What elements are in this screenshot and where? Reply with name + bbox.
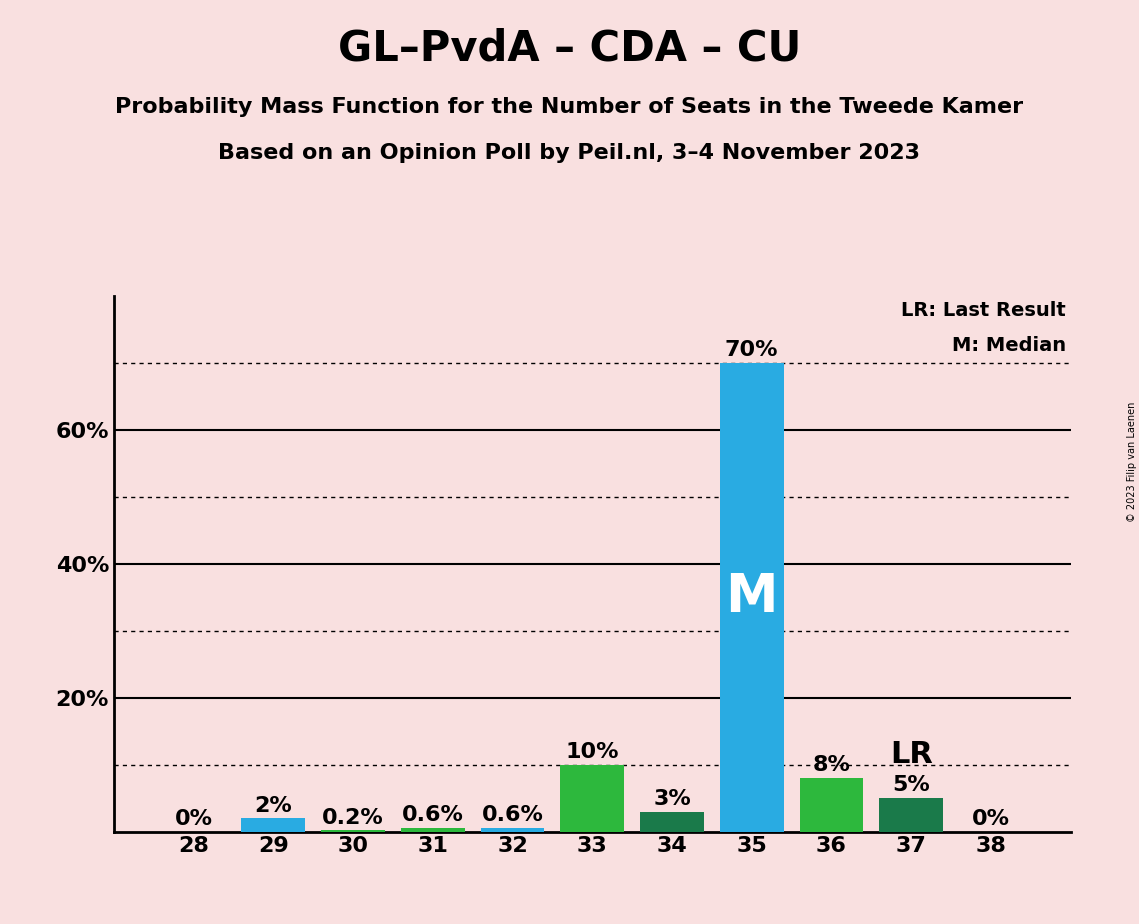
Text: 2%: 2% xyxy=(254,796,293,816)
Bar xyxy=(401,828,465,832)
Bar xyxy=(321,831,385,832)
Bar xyxy=(241,819,305,832)
Bar xyxy=(640,811,704,832)
Text: LR: Last Result: LR: Last Result xyxy=(901,301,1066,320)
Text: Probability Mass Function for the Number of Seats in the Tweede Kamer: Probability Mass Function for the Number… xyxy=(115,97,1024,117)
Bar xyxy=(560,765,624,832)
Text: 0%: 0% xyxy=(972,808,1010,829)
Bar xyxy=(879,798,943,832)
Text: GL–PvdA – CDA – CU: GL–PvdA – CDA – CU xyxy=(338,28,801,69)
Text: 0.2%: 0.2% xyxy=(322,808,384,828)
Text: Based on an Opinion Poll by Peil.nl, 3–4 November 2023: Based on an Opinion Poll by Peil.nl, 3–4… xyxy=(219,143,920,164)
Text: 10%: 10% xyxy=(566,742,618,762)
Bar xyxy=(800,778,863,832)
Text: 0%: 0% xyxy=(174,808,213,829)
Text: M: Median: M: Median xyxy=(952,336,1066,355)
Text: © 2023 Filip van Laenen: © 2023 Filip van Laenen xyxy=(1126,402,1137,522)
Text: 5%: 5% xyxy=(892,775,931,796)
Text: 70%: 70% xyxy=(726,340,778,360)
Bar xyxy=(481,828,544,832)
Bar xyxy=(720,362,784,832)
Text: M: M xyxy=(726,571,778,623)
Text: 0.6%: 0.6% xyxy=(402,805,464,825)
Text: 8%: 8% xyxy=(812,755,851,775)
Text: 3%: 3% xyxy=(653,789,691,808)
Text: 0.6%: 0.6% xyxy=(482,805,543,825)
Text: LR: LR xyxy=(890,739,933,769)
